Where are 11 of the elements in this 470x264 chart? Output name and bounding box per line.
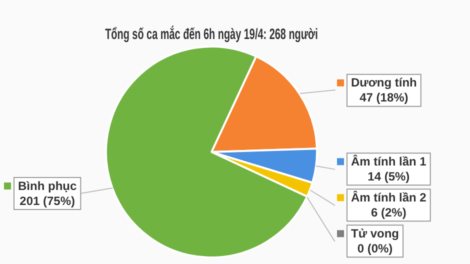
chart-title: Tổng số ca mắc đến 6h ngày 19/4: 268 người [105, 25, 318, 43]
legend-label: Dương tính [351, 76, 417, 90]
text: 0 (0%) [357, 241, 393, 256]
data-label: 14 (5%) [368, 169, 410, 184]
data-label: 6 (2%) [371, 205, 406, 220]
data-label: 47 (18%) [360, 90, 408, 105]
data-label: 201 (75%) [20, 194, 76, 208]
legend-label: Tử vong [350, 226, 400, 240]
legend-label: Âm tính lần 2 [351, 190, 427, 204]
legend-label: Bình phục [18, 178, 77, 193]
legend-label: Âm tính lần 1 [351, 154, 427, 168]
